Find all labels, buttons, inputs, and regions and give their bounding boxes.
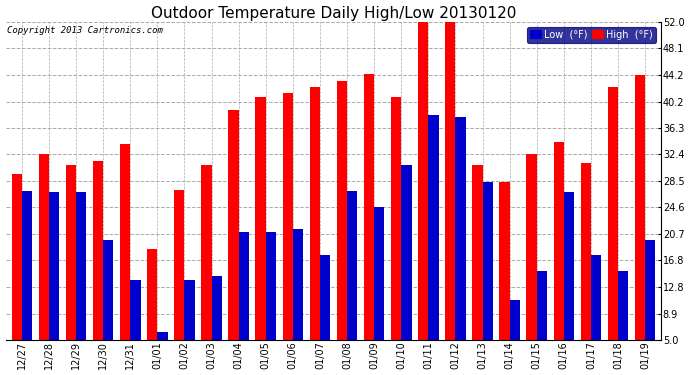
Bar [645,240,656,340]
Bar [130,280,141,340]
Bar [364,74,374,340]
Bar [635,75,645,340]
Bar [228,110,239,340]
Bar [184,280,195,340]
Bar [22,191,32,340]
Bar [310,87,320,340]
Bar [608,87,618,340]
Bar [293,229,303,340]
Bar [500,182,510,340]
Bar [553,142,564,340]
Bar [66,165,76,340]
Bar [93,160,103,340]
Bar [428,115,439,340]
Bar [255,97,266,340]
Bar [418,22,428,340]
Bar [201,165,212,340]
Bar [402,165,411,340]
Bar [526,154,537,340]
Bar [445,22,455,340]
Bar [320,255,331,340]
Legend: Low  (°F), High  (°F): Low (°F), High (°F) [526,27,656,43]
Bar [120,144,130,340]
Bar [337,81,347,340]
Bar [212,276,221,340]
Bar [239,232,249,340]
Bar [39,154,49,340]
Bar [618,271,629,340]
Bar [581,162,591,340]
Bar [174,190,184,340]
Bar [157,332,168,340]
Bar [472,165,482,340]
Bar [537,271,547,340]
Bar [455,117,466,340]
Bar [12,174,22,340]
Bar [147,249,157,340]
Bar [564,192,574,340]
Title: Outdoor Temperature Daily High/Low 20130120: Outdoor Temperature Daily High/Low 20130… [151,6,516,21]
Bar [76,192,86,340]
Bar [374,207,384,340]
Bar [391,97,402,340]
Bar [49,192,59,340]
Bar [510,300,520,340]
Bar [591,255,601,340]
Bar [266,232,276,340]
Bar [482,182,493,340]
Bar [347,191,357,340]
Bar [103,240,113,340]
Text: Copyright 2013 Cartronics.com: Copyright 2013 Cartronics.com [7,27,163,36]
Bar [282,93,293,340]
